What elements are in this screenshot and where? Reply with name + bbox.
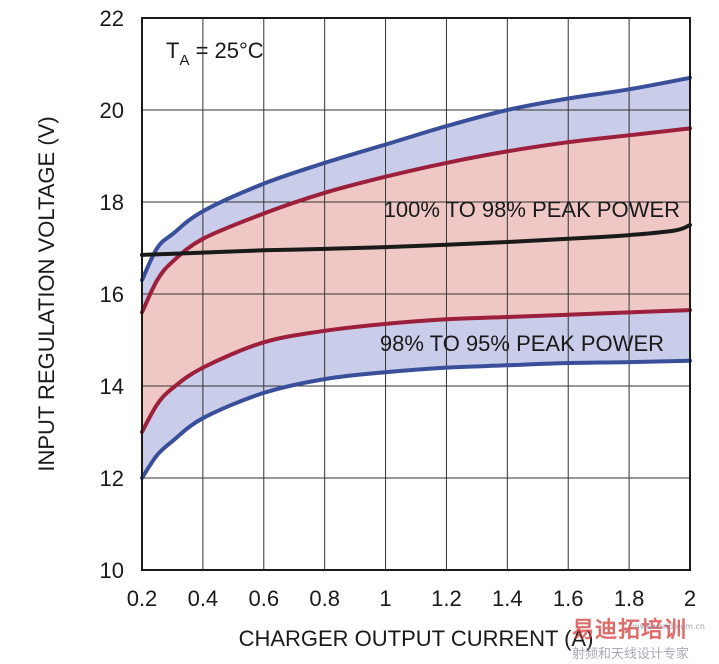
series-line-lower-95 (140, 358, 692, 480)
series-line-upper-95 (140, 75, 692, 283)
condition-label-sub: A (179, 52, 189, 69)
y-tick-label: 14 (100, 374, 124, 399)
x-axis-title: CHARGER OUTPUT CURRENT (A) (239, 626, 594, 651)
x-tick-label: 0.4 (188, 586, 219, 611)
annotation-98-95: 98% TO 95% PEAK POWER (380, 331, 664, 356)
x-tick-label: 2 (684, 586, 696, 611)
annotation-100-98: 100% TO 98% PEAK POWER (384, 197, 680, 222)
band-98-fill (142, 128, 690, 432)
y-tick-label: 20 (100, 98, 124, 123)
series-line-peak-power (140, 223, 692, 257)
watermark-title: 易迪拓培训 (572, 618, 688, 643)
series-layer (140, 75, 692, 480)
series-line-upper-98 (140, 126, 692, 315)
watermark: 易迪拓培训 mweworld.com.cn 射频和天线设计专家 (572, 612, 719, 664)
watermark-subtitle: 射频和天线设计专家 (572, 647, 690, 662)
series-line-lower-98 (140, 308, 692, 434)
x-tick-label: 1.2 (431, 586, 462, 611)
watermark-url: mweworld.com.cn (632, 622, 705, 631)
y-tick-label: 16 (100, 282, 124, 307)
x-tick-labels: 0.2 0.4 0.6 0.8 1 1.2 1.4 1.6 1.8 2 (127, 586, 696, 611)
x-tick-label: 1.8 (614, 586, 645, 611)
x-tick-label: 1.4 (492, 586, 523, 611)
y-tick-label: 18 (100, 190, 124, 215)
condition-label-rest: = 25°C (189, 38, 263, 63)
x-tick-label: 1.6 (553, 586, 584, 611)
plot-frame (141, 17, 691, 571)
band-layer (142, 77, 690, 479)
x-tick-label: 0.2 (127, 586, 158, 611)
x-tick-label: 0.6 (248, 586, 279, 611)
condition-label: TA = 25°C (166, 38, 264, 69)
y-axis-title: INPUT REGULATION VOLTAGE (V) (34, 116, 59, 471)
y-tick-label: 22 (100, 6, 124, 31)
y-tick-labels: 10 12 14 16 18 20 22 (100, 6, 124, 583)
x-tick-label: 0.8 (309, 586, 340, 611)
condition-label-main: T (166, 38, 179, 63)
y-tick-label: 12 (100, 466, 124, 491)
y-tick-label: 10 (100, 558, 124, 583)
x-tick-label: 1 (379, 586, 391, 611)
